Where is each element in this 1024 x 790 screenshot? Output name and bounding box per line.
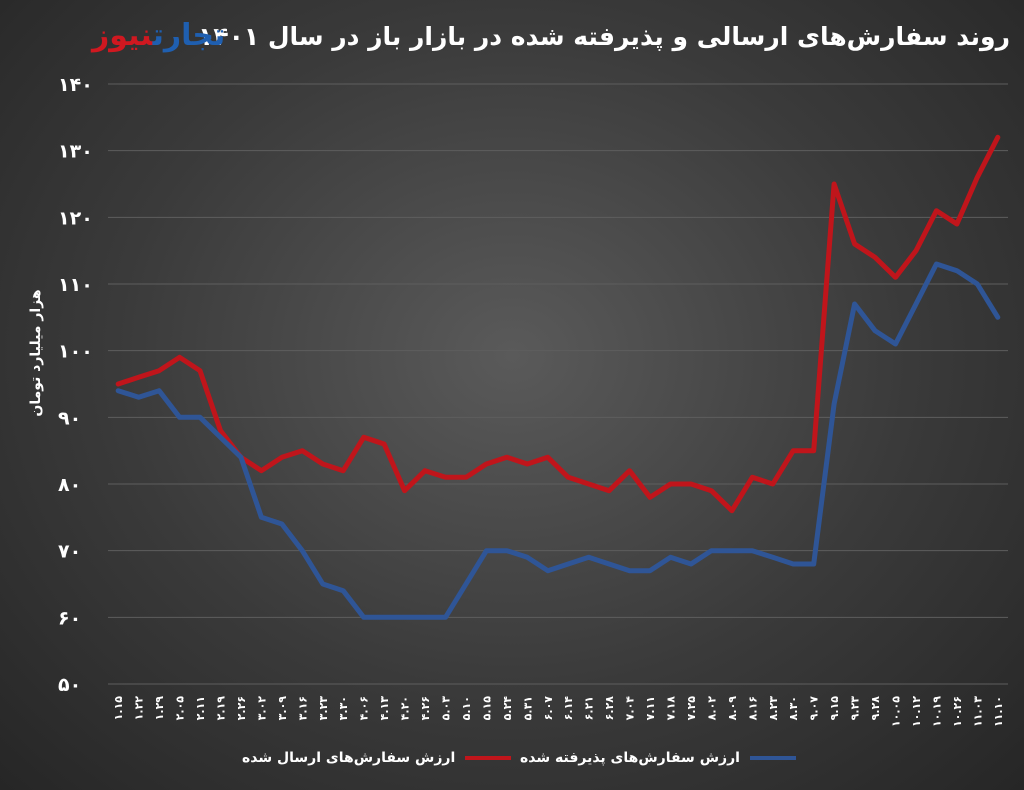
x-tick-label: ۷.۰۴ [624,696,637,721]
x-tick-label: ۱۱.۱۰ [992,696,1005,727]
x-tick-label: ۱۱.۰۳ [971,696,984,727]
x-tick-label: ۱.۱۵ [112,696,125,721]
legend-swatch-sent [465,756,512,760]
x-tick-label: ۲.۱۹ [215,696,228,721]
x-tick-label: ۳.۳۰ [337,696,350,720]
x-tick-label: ۹.۱۵ [828,696,841,721]
x-tick-label: ۶.۲۸ [603,696,616,721]
x-tick-label: ۱۰.۰۵ [890,696,903,727]
x-tick-label: ۹.۰۷ [808,696,821,721]
x-tick-label: ۸.۰۹ [726,696,739,721]
y-tick-label: ۱۳۰ [58,141,93,163]
logo-part2: نیوز [92,18,153,53]
x-tick-label: ۶.۱۴ [562,696,575,721]
x-tick-label: ۲.۰۵ [174,696,187,721]
x-tick-label: ۲.۱۱ [194,696,207,720]
x-tick-label: ۷.۲۵ [685,696,698,721]
legend-item-sent: ارزش سفارش‌های ارسال شده [242,750,512,766]
x-tick-label: ۸.۲۳ [767,696,780,721]
x-tick-label: ۳.۲۳ [317,696,330,721]
y-tick-label: ۸۰ [58,474,81,496]
x-tick-label: ۹.۲۸ [869,696,882,721]
brand-logo: تجارتنیوز [92,18,225,53]
x-tick-label: ۲.۲۶ [235,696,248,720]
y-tick-label: ۱۱۰ [58,274,93,296]
x-tick-label: ۱.۲۲ [133,696,146,721]
x-tick-label: ۵.۰۳ [440,696,453,721]
x-tick-label: ۸.۳۰ [787,696,800,720]
legend-label-accepted: ارزش سفارش‌های پذیرفته شده [520,750,740,766]
y-tick-label: ۶۰ [58,607,81,629]
y-tick-label: ۷۰ [58,541,81,563]
x-tick-label: ۵.۱۵ [480,696,493,721]
chart-title: روند سفارش‌های ارسالی و پذیرفته شده در ب… [198,22,1010,51]
x-tick-label: ۹.۲۳ [849,696,862,721]
x-tick-label: ۱.۲۹ [153,696,166,721]
x-tick-label: ۴.۱۳ [378,696,391,721]
y-tick-label: ۱۴۰ [58,74,93,96]
x-tick-label: ۵.۱۰ [460,696,473,720]
x-tick-label: ۸.۰۲ [705,696,718,721]
x-tick-label: ۶.۲۱ [583,696,596,720]
x-tick-label: ۶.۰۷ [542,696,555,721]
x-tick-label: ۴.۲۶ [419,696,432,720]
legend-swatch-accepted [749,756,796,760]
x-tick-label: ۱۰.۲۶ [951,696,964,727]
y-tick-label: ۵۰ [58,674,81,696]
x-tick-label: ۱۰.۱۲ [910,696,923,727]
x-tick-label: ۵.۳۱ [521,696,534,720]
series-line-sent [115,134,1001,514]
x-tick-label: ۵.۲۴ [501,696,514,721]
logo-part1: تجارت [152,18,226,53]
x-tick-label: ۱۰.۱۹ [930,696,943,727]
x-tick-label: ۷.۱۸ [665,696,678,721]
x-tick-label: ۸.۱۶ [746,696,759,720]
x-tick-label: ۳.۰۲ [255,696,268,721]
legend-item-accepted: ارزش سفارش‌های پذیرفته شده [520,750,796,766]
x-tick-label: ۳.۰۹ [276,696,289,721]
legend-label-sent: ارزش سفارش‌های ارسال شده [242,750,456,766]
x-tick-label: ۴.۰۶ [358,696,371,720]
x-tick-label: ۳.۱۶ [296,696,309,720]
x-tick-label: ۴.۲۰ [399,696,412,720]
y-tick-label: ۱۲۰ [58,207,93,229]
y-tick-label: ۹۰ [58,407,81,429]
x-tick-label: ۷.۱۱ [644,696,657,720]
series-line-accepted [115,261,1001,620]
y-tick-label: ۱۰۰ [58,341,93,363]
